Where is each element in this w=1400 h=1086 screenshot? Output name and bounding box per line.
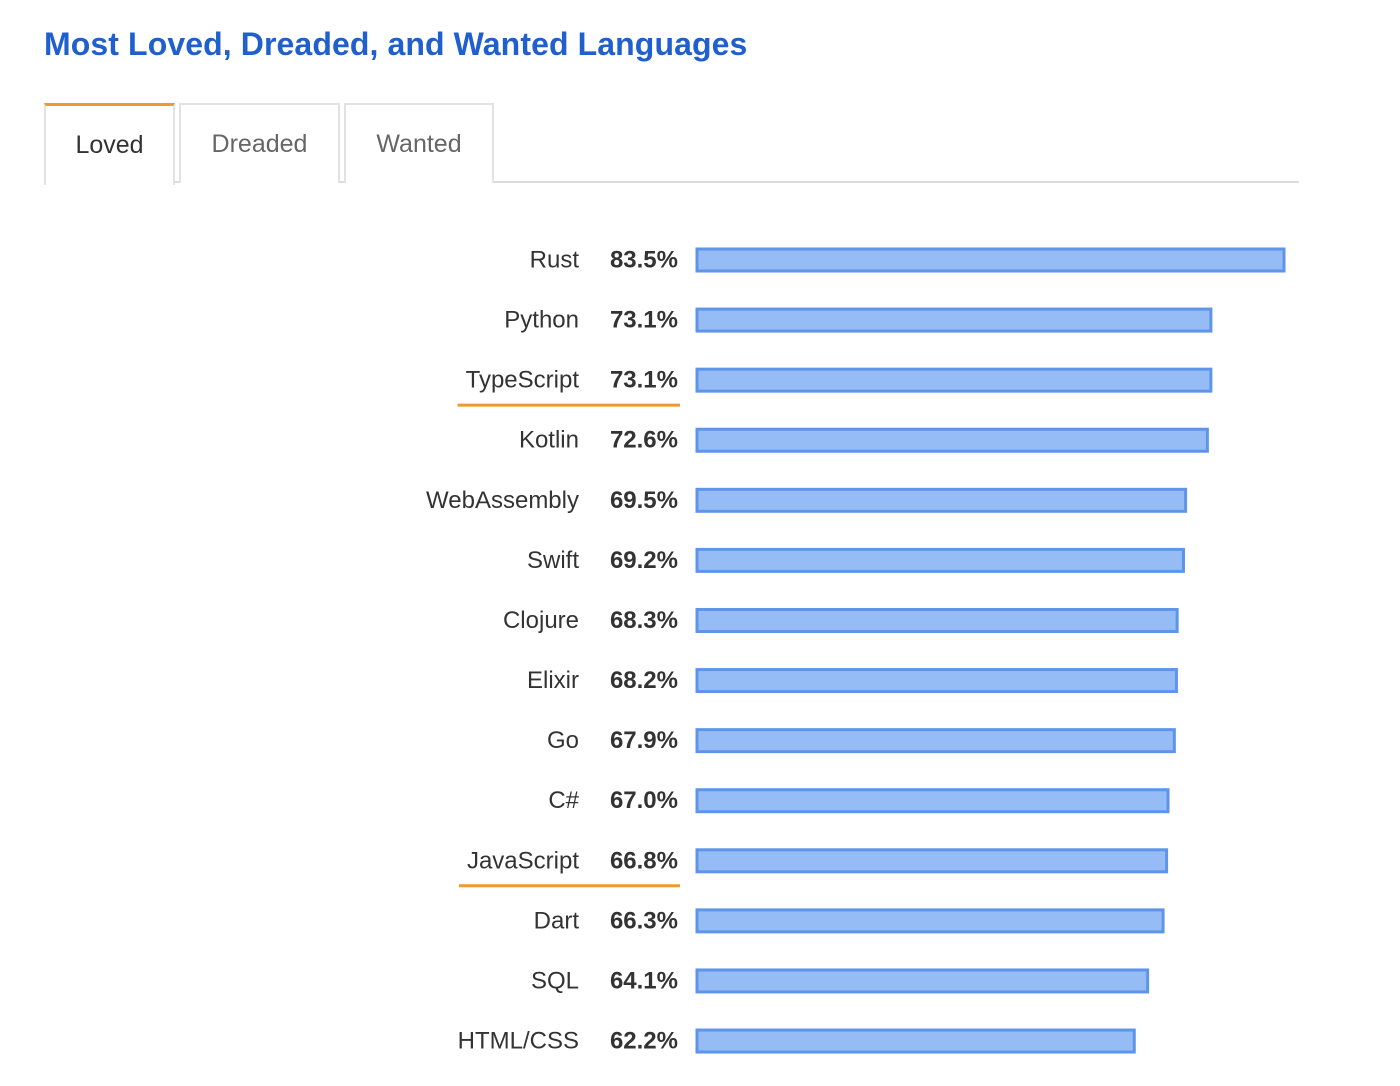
bar-sql	[695, 968, 1150, 994]
bar-go	[695, 728, 1176, 754]
bar-kotlin	[695, 427, 1209, 453]
tab-bar: Loved Dreaded Wanted	[44, 103, 1299, 185]
category-label-typescript: TypeScript	[466, 367, 580, 394]
bar-row-javascript: JavaScript 66.8%	[467, 847, 1169, 874]
bar-row-webassembly: WebAssembly 69.5%	[426, 487, 1188, 514]
value-label-kotlin: 72.6%	[610, 427, 678, 454]
value-label-swift: 69.2%	[610, 547, 678, 574]
value-label-sql: 64.1%	[610, 967, 678, 994]
value-label-python: 73.1%	[610, 307, 678, 334]
bar-row-clojure: Clojure 68.3%	[503, 607, 1179, 634]
value-label-clojure: 68.3%	[610, 607, 678, 634]
bar-typescript	[695, 367, 1213, 393]
category-label-javascript: JavaScript	[467, 847, 579, 874]
bar-python	[695, 307, 1213, 333]
page-title: Most Loved, Dreaded, and Wanted Language…	[44, 26, 748, 62]
bar-row-c: C# 67.0%	[548, 787, 1170, 814]
category-label-webassembly: WebAssembly	[426, 487, 579, 514]
value-label-html-css: 62.2%	[610, 1028, 678, 1055]
bar-row-typescript: TypeScript 73.1%	[466, 367, 1213, 394]
value-label-go: 67.9%	[610, 727, 678, 754]
bar-row-dart: Dart 66.3%	[534, 907, 1165, 934]
category-label-c: C#	[548, 787, 579, 814]
value-label-c: 67.0%	[610, 787, 678, 814]
bar-webassembly	[695, 487, 1188, 513]
category-label-kotlin: Kotlin	[519, 427, 579, 454]
bar-html-css	[695, 1028, 1136, 1054]
value-label-dart: 66.3%	[610, 907, 678, 934]
bar-row-kotlin: Kotlin 72.6%	[519, 427, 1209, 454]
bar-row-go: Go 67.9%	[547, 727, 1176, 754]
bar-rust	[695, 247, 1286, 273]
category-label-elixir: Elixir	[527, 667, 579, 694]
category-label-swift: Swift	[527, 547, 579, 574]
category-label-html-css: HTML/CSS	[458, 1028, 579, 1055]
tab-wanted[interactable]: Wanted	[344, 103, 494, 183]
bar-row-html-css: HTML/CSS 62.2%	[458, 1028, 1136, 1055]
category-label-rust: Rust	[530, 247, 580, 274]
category-label-go: Go	[547, 727, 579, 754]
bar-row-sql: SQL 64.1%	[531, 967, 1150, 994]
bar-row-elixir: Elixir 68.2%	[527, 667, 1178, 694]
bar-javascript	[695, 848, 1169, 874]
bar-dart	[695, 908, 1165, 934]
category-label-dart: Dart	[534, 907, 580, 934]
value-label-typescript: 73.1%	[610, 367, 678, 394]
value-label-webassembly: 69.5%	[610, 487, 678, 514]
bar-row-rust: Rust 83.5%	[530, 247, 1286, 274]
value-label-elixir: 68.2%	[610, 667, 678, 694]
bar-row-python: Python 73.1%	[504, 307, 1213, 334]
category-label-clojure: Clojure	[503, 607, 579, 634]
value-label-rust: 83.5%	[610, 247, 678, 274]
category-label-python: Python	[504, 307, 579, 334]
value-label-javascript: 66.8%	[610, 847, 678, 874]
bar-c	[695, 788, 1170, 814]
bar-clojure	[695, 607, 1179, 633]
bar-row-swift: Swift 69.2%	[527, 547, 1185, 574]
tab-dreaded[interactable]: Dreaded	[179, 103, 340, 183]
bar-elixir	[695, 668, 1178, 694]
bar-swift	[695, 547, 1185, 573]
category-label-sql: SQL	[531, 967, 579, 994]
tab-loved[interactable]: Loved	[44, 103, 175, 185]
